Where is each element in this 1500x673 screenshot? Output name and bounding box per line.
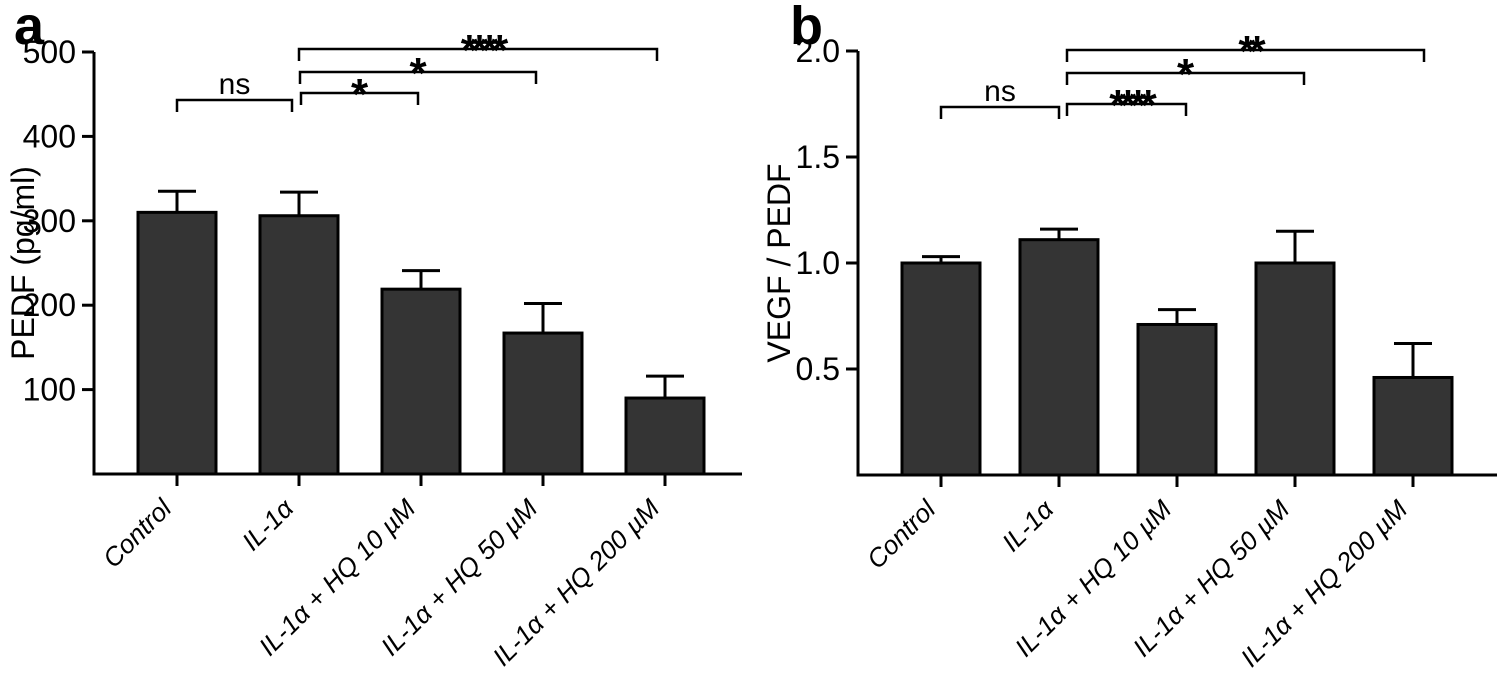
significance-label: * <box>351 70 369 119</box>
y-tick-label: 500 <box>23 34 76 70</box>
significance-bracket <box>299 91 420 105</box>
significance-label: ns <box>984 75 1016 108</box>
significance-bracket <box>1065 48 1426 62</box>
bar <box>1136 322 1218 477</box>
y-axis-title: PEDF (pg/ml) <box>5 166 41 360</box>
y-axis-title: VEGF / PEDF <box>761 163 797 362</box>
y-tick-label: 1.0 <box>796 245 840 281</box>
y-tick-label: 2.0 <box>796 33 840 69</box>
bar <box>1372 375 1454 477</box>
bar <box>624 396 706 476</box>
y-tick-label: 0.5 <box>796 351 840 387</box>
bar <box>380 287 462 476</box>
y-tick-label: 100 <box>23 372 76 408</box>
y-tick-label: 1.5 <box>796 139 840 175</box>
significance-label: **** <box>461 26 509 75</box>
significance-bracket <box>175 98 294 112</box>
significance-label: **** <box>1109 81 1157 130</box>
bar <box>900 261 982 477</box>
significance-label: ** <box>1238 27 1266 76</box>
x-tick-label: IL-1α <box>996 493 1060 557</box>
bar <box>502 331 584 476</box>
panel-letter: a <box>14 0 45 56</box>
x-tick-label: Control <box>861 493 942 574</box>
bar <box>1254 261 1336 477</box>
y-tick-label: 200 <box>23 287 76 323</box>
y-tick-label: 400 <box>23 118 76 154</box>
significance-bracket <box>1065 71 1306 85</box>
significance-bracket <box>1065 102 1188 116</box>
significance-bracket <box>298 70 538 84</box>
significance-label: * <box>1177 50 1195 99</box>
panel-letter: b <box>790 0 823 56</box>
significance-label: * <box>409 49 427 98</box>
bar <box>258 214 340 476</box>
significance-bracket <box>939 105 1061 119</box>
bar <box>136 210 218 476</box>
y-tick-label: 300 <box>23 203 76 239</box>
x-tick-label: IL-1α <box>236 492 300 556</box>
bar <box>1018 238 1100 477</box>
x-tick-label: Control <box>97 492 178 573</box>
significance-label: ns <box>219 68 251 101</box>
significance-bracket <box>297 47 659 61</box>
